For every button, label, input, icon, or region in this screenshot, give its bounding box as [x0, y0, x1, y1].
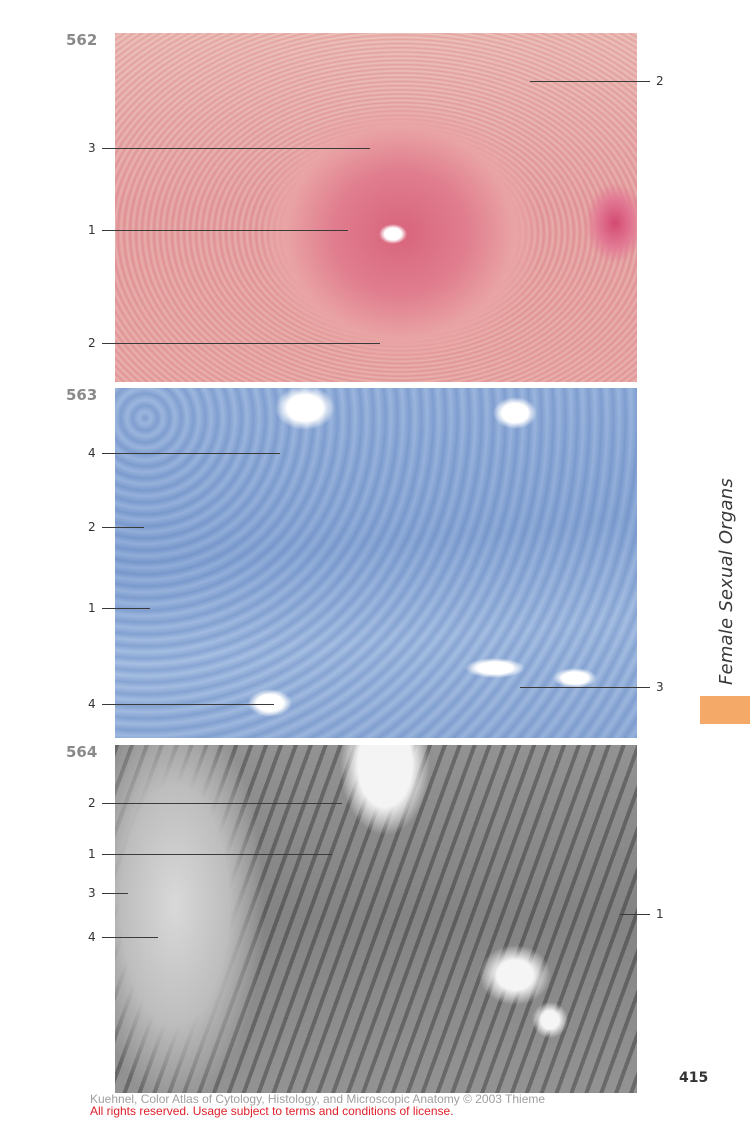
leader-line — [102, 854, 332, 855]
label-562-left-3: 3 — [88, 141, 96, 155]
label-563-right-3: 3 — [656, 680, 664, 694]
leader-line — [620, 914, 650, 915]
label-564-left-4: 4 — [88, 930, 96, 944]
label-563-left-4b: 4 — [88, 697, 96, 711]
figure-number-562: 562 — [66, 31, 98, 49]
leader-line — [102, 937, 158, 938]
label-564-left-3: 3 — [88, 886, 96, 900]
leader-line — [102, 704, 274, 705]
label-563-left-2: 2 — [88, 520, 96, 534]
leader-line — [102, 453, 280, 454]
leader-line — [102, 148, 370, 149]
label-562-left-1: 1 — [88, 223, 96, 237]
leader-line — [102, 608, 150, 609]
label-563-left-1: 1 — [88, 601, 96, 615]
label-564-left-2: 2 — [88, 796, 96, 810]
leader-line — [102, 527, 144, 528]
leader-line — [102, 343, 380, 344]
leader-line — [102, 893, 128, 894]
license-line: All rights reserved. Usage subject to te… — [90, 1104, 454, 1118]
micrograph-564-grayscale — [115, 745, 637, 1093]
label-562-left-2: 2 — [88, 336, 96, 350]
chapter-side-title: Female Sexual Organs — [716, 478, 737, 685]
copyright-line: Kuehnel, Color Atlas of Cytology, Histol… — [90, 1092, 546, 1106]
leader-line — [530, 81, 650, 82]
leader-line — [520, 687, 650, 688]
figure-number-564: 564 — [66, 743, 98, 761]
leader-line — [102, 803, 342, 804]
page-number: 415 — [679, 1070, 709, 1086]
micrograph-562-he-stain — [115, 33, 637, 382]
label-564-left-1: 1 — [88, 847, 96, 861]
micrograph-563-blue-stain — [115, 388, 637, 738]
label-562-right-2: 2 — [656, 74, 664, 88]
figure-number-563: 563 — [66, 386, 98, 404]
chapter-tab-marker — [700, 696, 750, 724]
label-563-left-4: 4 — [88, 446, 96, 460]
leader-line — [102, 230, 348, 231]
label-564-right-1: 1 — [656, 907, 664, 921]
